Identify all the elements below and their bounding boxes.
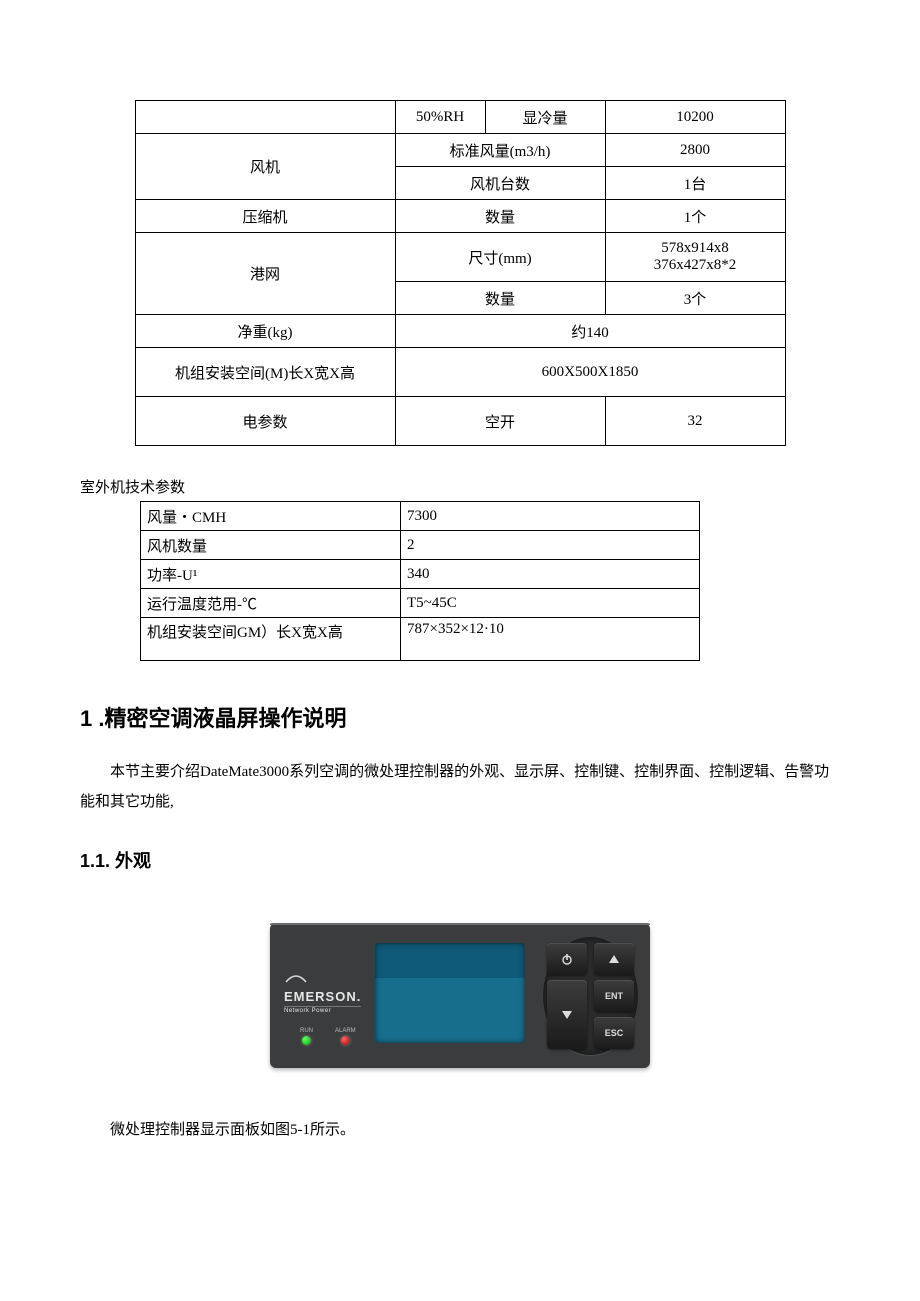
- escape-button[interactable]: ESC: [594, 1017, 634, 1049]
- panel-top-bevel: [270, 923, 650, 925]
- figure-caption: 微处理控制器显示面板如图5-1所示。: [80, 1118, 840, 1139]
- cell-line: 376x427x8*2: [612, 257, 779, 274]
- led-alarm-label: ALARM: [335, 1028, 356, 1034]
- cell: 风机数量: [141, 531, 401, 560]
- cell: 机组安装空间(M)长X宽X高: [135, 348, 395, 397]
- controller-panel-figure: EMERSON. Network Power RUN ALARM: [80, 923, 840, 1068]
- cell: 机组安装空间GM）长X宽X高: [141, 618, 401, 661]
- led-group: RUN ALARM: [300, 1028, 356, 1045]
- arrow-down-icon: [560, 1008, 574, 1022]
- cell: 32: [605, 397, 785, 446]
- cell: 尺寸(mm): [395, 233, 605, 282]
- cell: 空开: [395, 397, 605, 446]
- cell: 压缩机: [135, 200, 395, 233]
- cell: 电参数: [135, 397, 395, 446]
- power-icon: [560, 952, 574, 966]
- spec-table-2: 风量・CMH7300 风机数量2 功率-U¹340 运行温度范用-℃T5~45C…: [140, 501, 700, 661]
- led-run-label: RUN: [300, 1028, 313, 1034]
- power-button[interactable]: [547, 943, 587, 975]
- cell: 10200: [605, 101, 785, 134]
- cell-line: 578x914x8: [612, 240, 779, 257]
- cell: 50%RH: [395, 101, 485, 134]
- cell: 3个: [605, 282, 785, 315]
- led-alarm-light: [341, 1036, 350, 1045]
- cell: 港网: [135, 233, 395, 315]
- enter-button[interactable]: ENT: [594, 980, 634, 1012]
- up-button[interactable]: [594, 943, 634, 975]
- cell: 2: [401, 531, 700, 560]
- led-run-light: [302, 1036, 311, 1045]
- cell: 风机台数: [395, 167, 605, 200]
- cell: 578x914x8 376x427x8*2: [605, 233, 785, 282]
- cell: 数量: [395, 282, 605, 315]
- lcd-screen: [375, 943, 525, 1043]
- cell: 1台: [605, 167, 785, 200]
- brand-logo-icon: [284, 971, 361, 987]
- cell: 风量・CMH: [141, 502, 401, 531]
- cell: 标准风量(m3/h): [395, 134, 605, 167]
- brand-name: EMERSON.: [284, 989, 361, 1004]
- led-run: RUN: [300, 1028, 313, 1045]
- cell: 功率-U¹: [141, 560, 401, 589]
- cell: T5~45C: [401, 589, 700, 618]
- keypad: ENT ESC: [543, 937, 638, 1055]
- cell: 显冷量: [485, 101, 605, 134]
- cell: 7300: [401, 502, 700, 531]
- cell: [135, 101, 395, 134]
- intro-paragraph: 本节主要介绍DateMate3000系列空调的微处理控制器的外观、显示屏、控制键…: [80, 757, 840, 817]
- down-button[interactable]: [547, 980, 587, 1049]
- cell: 600X500X1850: [395, 348, 785, 397]
- cell: 2800: [605, 134, 785, 167]
- section-heading-1: 1 .精密空调液晶屏操作说明: [80, 701, 840, 733]
- brand-subtitle: Network Power: [284, 1006, 361, 1014]
- arrow-up-icon: [607, 952, 621, 966]
- cell: 净重(kg): [135, 315, 395, 348]
- brand-block: EMERSON. Network Power: [284, 971, 361, 1014]
- cell: 1个: [605, 200, 785, 233]
- controller-panel: EMERSON. Network Power RUN ALARM: [270, 923, 650, 1068]
- outdoor-params-label: 室外机技术参数: [80, 476, 840, 497]
- section-heading-1-1: 1.1. 外观: [80, 847, 840, 873]
- cell: 340: [401, 560, 700, 589]
- cell: 风机: [135, 134, 395, 200]
- spec-table-1: 50%RH 显冷量 10200 风机 标准风量(m3/h) 2800 风机台数 …: [135, 100, 786, 446]
- cell: 运行温度范用-℃: [141, 589, 401, 618]
- cell: 数量: [395, 200, 605, 233]
- cell: 约140: [395, 315, 785, 348]
- led-alarm: ALARM: [335, 1028, 356, 1045]
- cell: 787×352×12·10: [401, 618, 700, 661]
